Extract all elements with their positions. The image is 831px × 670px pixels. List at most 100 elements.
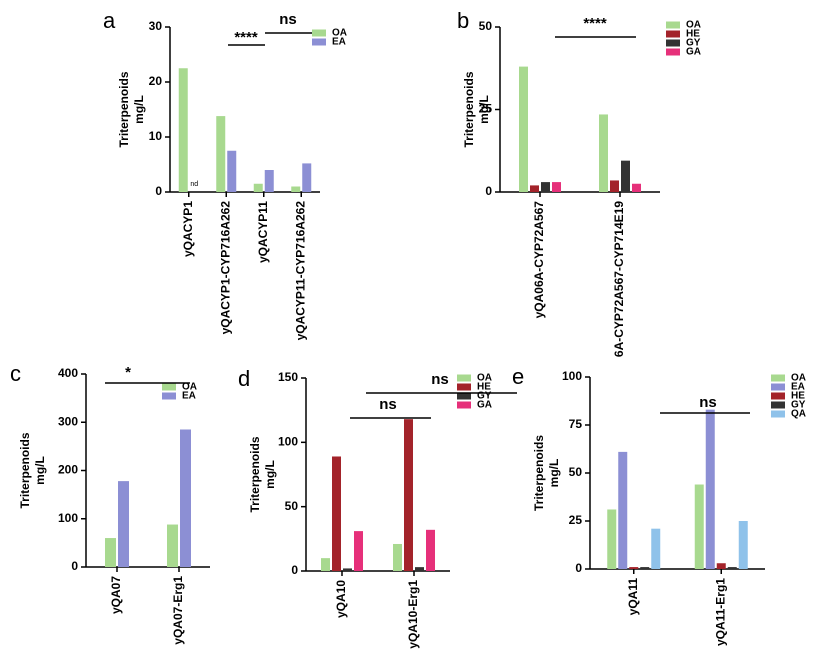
y-axis-label: Triterpenoids (532, 435, 546, 511)
bar (694, 484, 704, 569)
y-tick-label: 400 (58, 366, 78, 380)
bar (180, 429, 191, 567)
bar (618, 451, 628, 569)
bar (727, 567, 737, 569)
legend-label: EA (332, 37, 346, 48)
legend-swatch (771, 374, 785, 382)
y-tick-label: 0 (485, 184, 492, 198)
legend-label: EA (182, 391, 196, 402)
y-tick-label: 20 (149, 74, 163, 88)
legend-label: GA (477, 400, 492, 411)
legend-swatch (666, 39, 680, 47)
bar (610, 180, 619, 192)
bar (332, 456, 341, 571)
y-axis-label: mg/L (263, 460, 277, 489)
bar (354, 531, 363, 571)
legend-label: GA (686, 47, 701, 58)
panel-label: b (457, 8, 469, 33)
x-tick-label: yQACYP1 (181, 201, 195, 257)
legend-label: HE (791, 391, 805, 402)
bar (621, 160, 630, 192)
bar (178, 68, 188, 192)
y-tick-label: 0 (71, 559, 78, 573)
y-axis-label: mg/L (132, 95, 146, 124)
y-axis-label: Triterpenoids (462, 71, 476, 147)
bar (519, 66, 528, 192)
x-tick-label: yQA11 (626, 578, 640, 616)
y-tick-label: 25 (479, 102, 493, 116)
y-tick-label: 75 (569, 417, 583, 431)
bar (599, 114, 608, 192)
annotation: ns (279, 11, 297, 28)
x-tick-label: yQA06A-CYP72A567 (532, 201, 546, 319)
bar (118, 481, 129, 567)
bar (716, 563, 726, 569)
y-tick-label: 300 (58, 414, 78, 428)
annotation: ns (699, 394, 717, 411)
legend-label: OA (332, 28, 347, 39)
legend-label: OA (182, 382, 197, 393)
y-tick-label: 50 (479, 19, 493, 33)
y-tick-label: 50 (285, 499, 299, 513)
legend-label: HE (686, 29, 700, 40)
x-tick-label: yQACYP11 (256, 201, 270, 263)
y-axis-label: Triterpenoids (248, 436, 262, 512)
legend-swatch (312, 38, 326, 46)
bar (632, 183, 641, 192)
annotation: **** (583, 15, 607, 32)
legend-swatch (771, 410, 785, 418)
bar (227, 150, 237, 192)
bar (530, 185, 539, 192)
x-tick-label: yQACYP1-CYP716A262 (218, 201, 232, 335)
legend-swatch (666, 48, 680, 56)
bar (552, 182, 561, 192)
legend-swatch (312, 29, 326, 37)
bar (321, 558, 330, 571)
x-tick-label: yQACYP11-CYP716A262 (293, 201, 307, 341)
legend-swatch (666, 21, 680, 29)
y-tick-label: 200 (58, 463, 78, 477)
x-tick-label: yQA11-Erg1 (713, 578, 727, 646)
bar (302, 163, 312, 192)
panel-label: e (512, 364, 524, 389)
bar (343, 568, 352, 571)
y-tick-label: 0 (155, 184, 162, 198)
y-axis-label: mg/L (33, 456, 47, 485)
legend-label: QA (791, 409, 806, 420)
y-tick-label: 0 (575, 561, 582, 575)
y-axis-label: mg/L (547, 459, 561, 488)
legend-swatch (162, 383, 176, 391)
x-tick-label: yQA10-Erg1 (406, 580, 420, 649)
legend-swatch (457, 374, 471, 382)
legend-swatch (457, 383, 471, 391)
bar (253, 183, 263, 192)
bar (541, 182, 550, 192)
panel-label: a (103, 8, 116, 33)
annotation: **** (234, 29, 258, 46)
bar (629, 567, 639, 569)
legend-label: HE (477, 382, 491, 393)
bar (738, 521, 748, 569)
legend-label: GY (791, 400, 806, 411)
annotation: ns (431, 371, 449, 388)
y-tick-label: 50 (569, 465, 583, 479)
y-tick-label: 100 (278, 435, 298, 449)
bar (705, 409, 715, 569)
y-tick-label: 10 (149, 129, 163, 143)
bar (167, 524, 178, 567)
y-axis-label: Triterpenoids (18, 432, 32, 508)
legend-label: OA (686, 20, 701, 31)
y-tick-label: 100 (562, 369, 582, 383)
x-tick-label: yQA07 (109, 576, 123, 614)
legend-swatch (162, 392, 176, 400)
annotation: * (125, 364, 131, 381)
y-tick-label: 150 (278, 370, 298, 384)
bar (264, 170, 274, 192)
y-axis-label: mg/L (477, 95, 491, 124)
x-tick-label: yQA07-Erg1 (171, 576, 185, 645)
legend-swatch (666, 30, 680, 38)
bar (393, 543, 402, 571)
panel-label: d (238, 366, 250, 391)
legend-swatch (771, 401, 785, 409)
